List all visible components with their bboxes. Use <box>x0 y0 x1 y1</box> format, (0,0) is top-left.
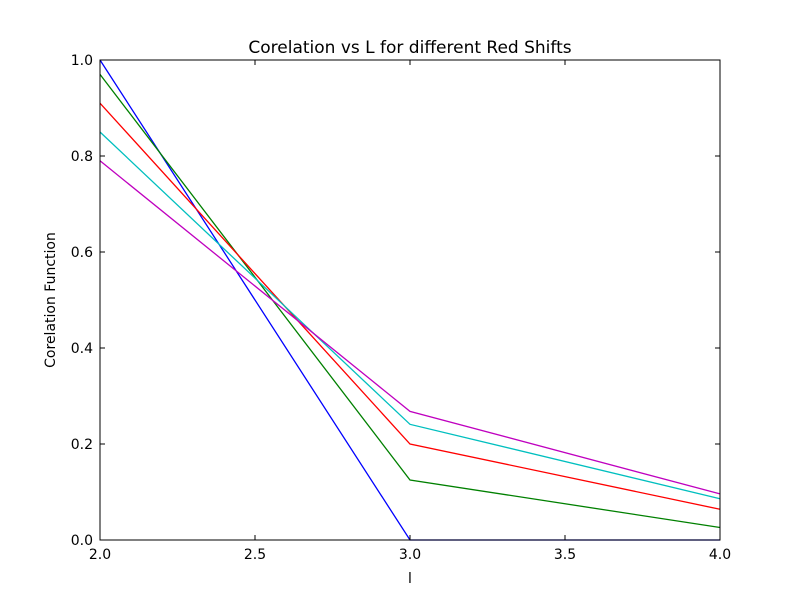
x-tick-label: 2.5 <box>244 547 266 563</box>
y-tick-label: 0.2 <box>71 437 93 453</box>
y-tick-label: 0.0 <box>71 533 93 549</box>
series-line-4 <box>99 131 721 500</box>
series-line-5 <box>99 160 721 495</box>
ticks-layer: 2.0 2.5 3.0 3.5 4.0 0.0 0.2 0.4 0.6 0.8 1.0 <box>71 53 731 563</box>
x-axis-label: l <box>408 571 412 587</box>
series-line-2 <box>99 74 721 529</box>
x-tick-label: 3.0 <box>399 547 421 563</box>
y-tick-label: 0.4 <box>71 341 93 357</box>
x-tick-label: 4.0 <box>709 547 731 563</box>
y-axis-label: Corelation Function <box>43 232 59 368</box>
y-tick-label: 1.0 <box>71 53 93 69</box>
plot-area <box>100 60 720 540</box>
y-tick-label: 0.8 <box>71 149 93 165</box>
x-tick-label: 3.5 <box>554 547 576 563</box>
chart-title: Corelation vs L for different Red Shifts <box>248 38 571 58</box>
y-tick-label: 0.6 <box>71 245 93 261</box>
series-line-3 <box>99 102 721 510</box>
x-tick-label: 2.0 <box>89 547 111 563</box>
